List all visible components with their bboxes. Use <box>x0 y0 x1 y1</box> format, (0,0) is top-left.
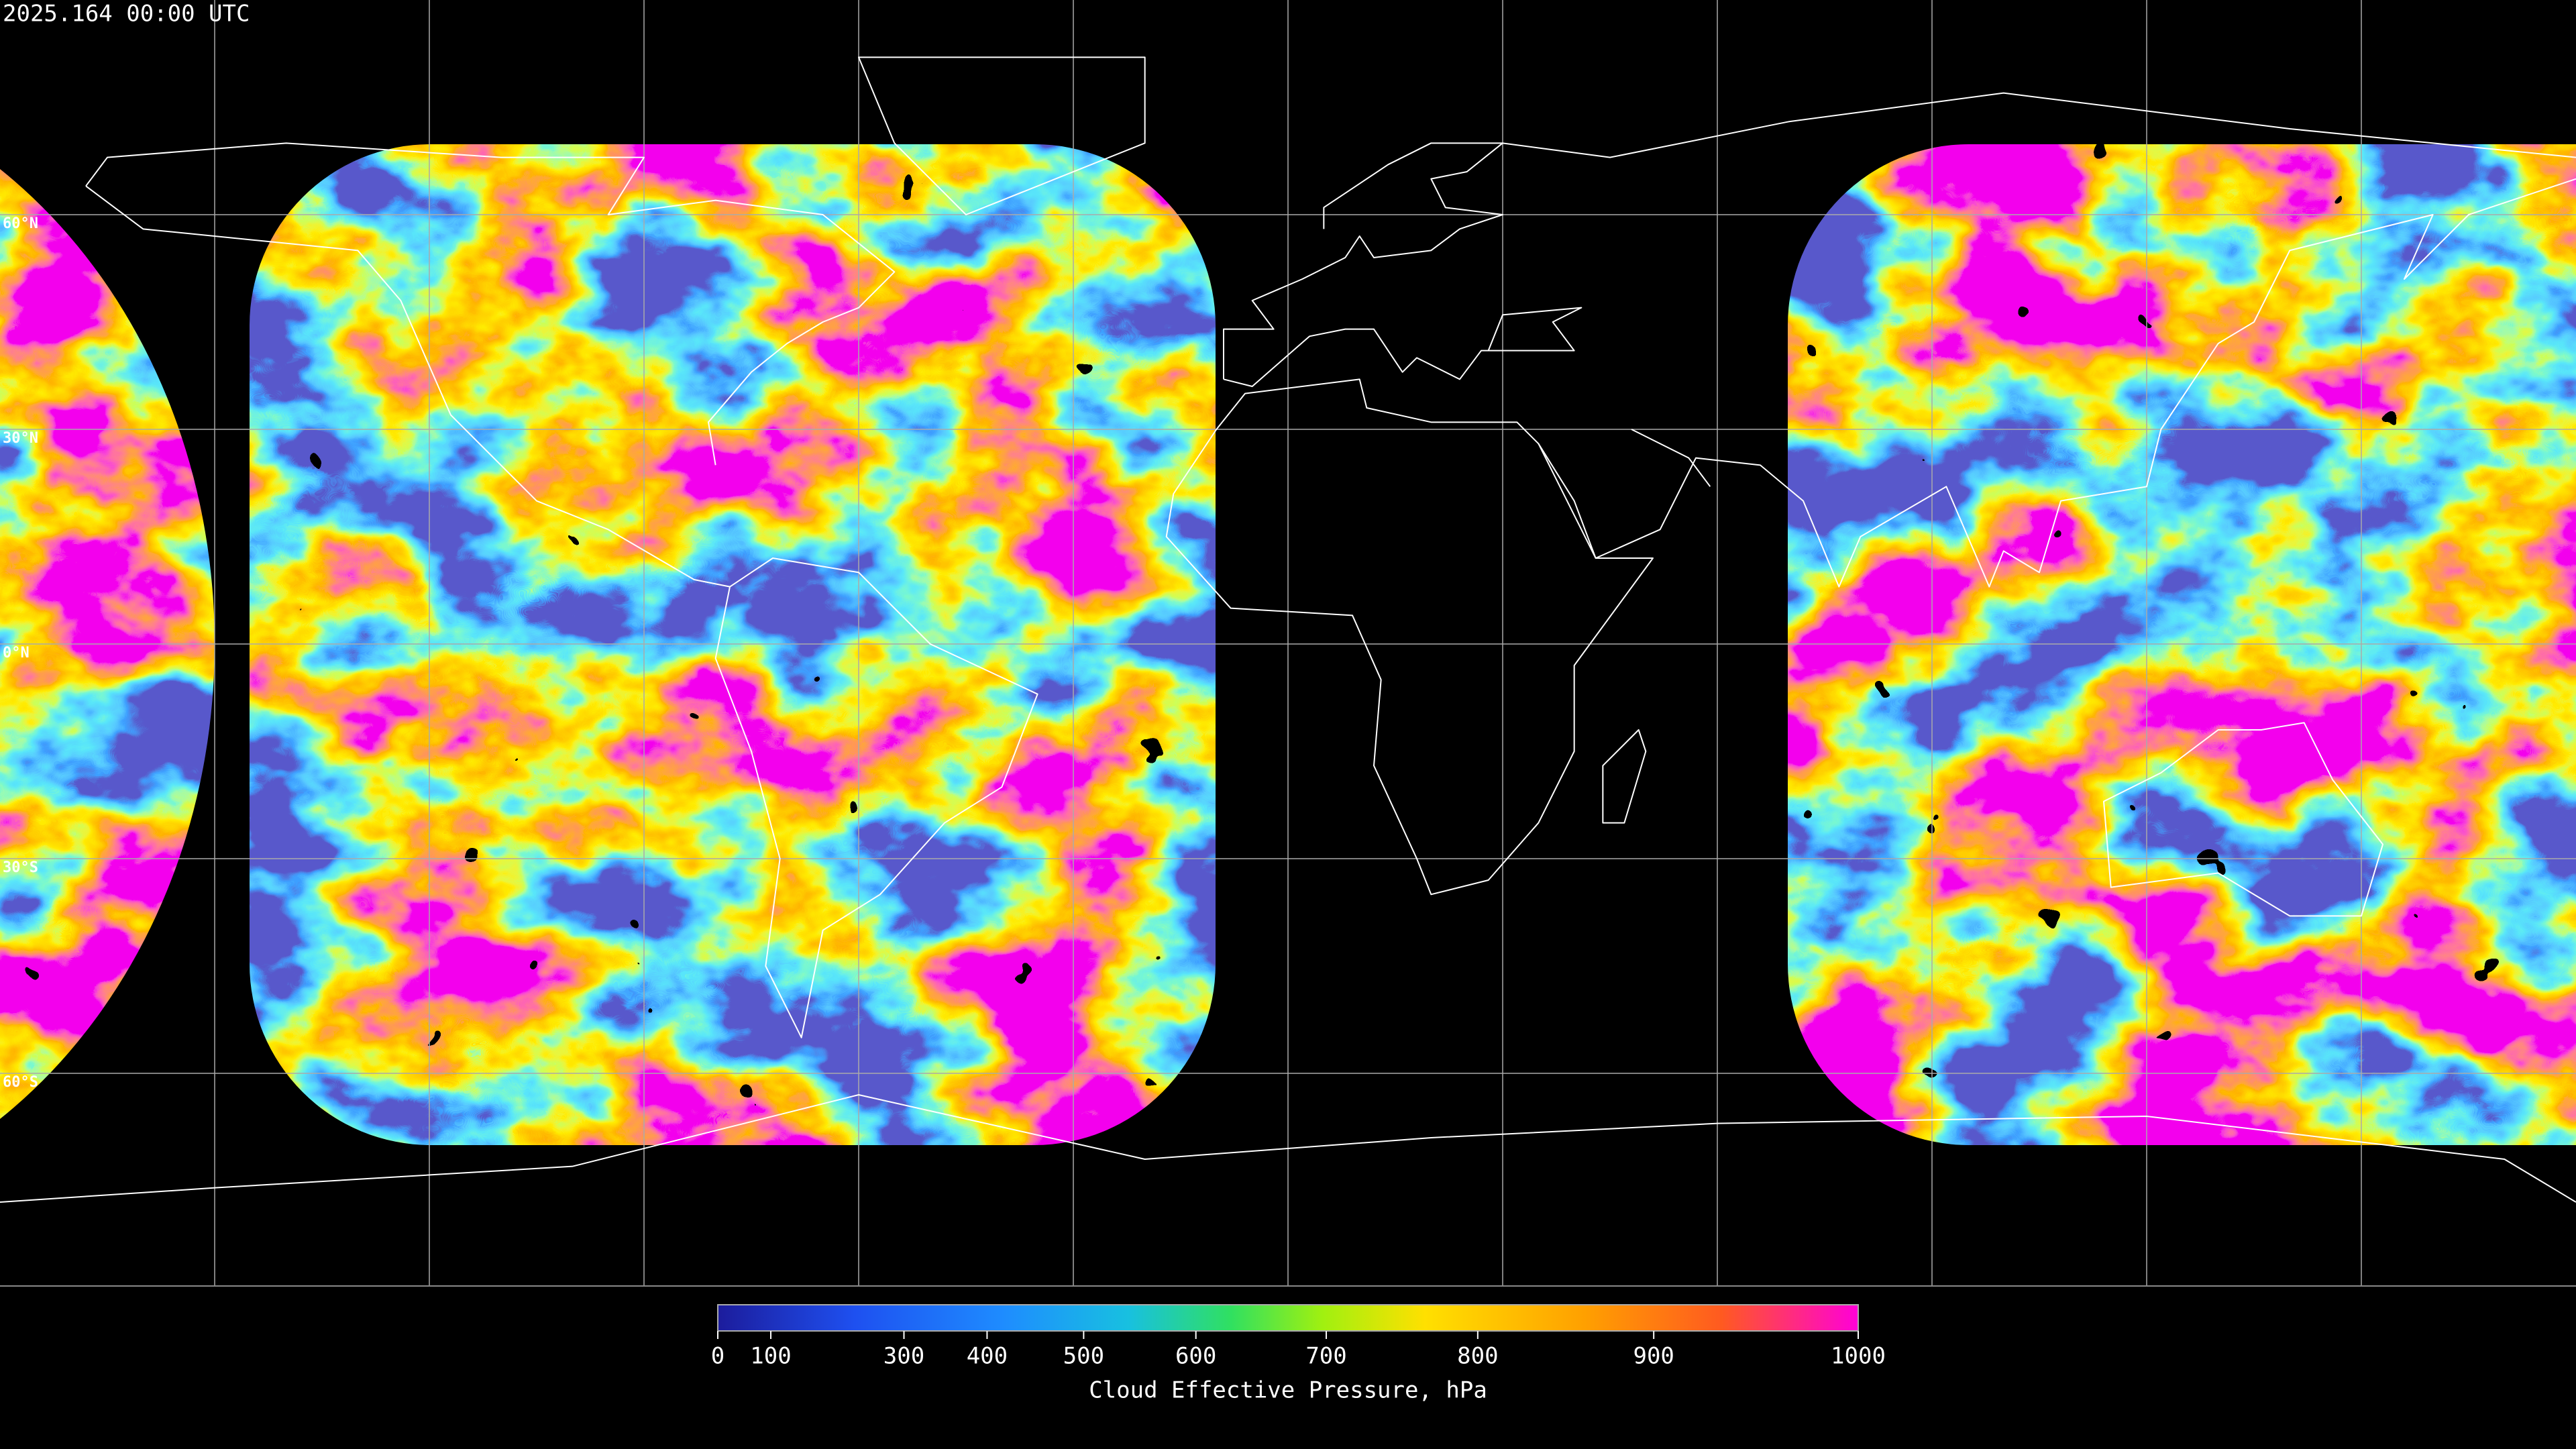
madagascar <box>1603 730 1646 823</box>
colorbar-tick-label: 600 <box>1175 1343 1216 1370</box>
asia <box>1503 93 2576 587</box>
lat-label: 30°S <box>3 859 38 876</box>
colorbar-tick-label: 800 <box>1457 1343 1498 1370</box>
graticule: 60°N 30°N 0°N 30°S 60°S <box>0 0 2576 1286</box>
coastlines <box>0 57 2576 1202</box>
colorbar: 0 100 300 400 500 600 700 800 900 1000 <box>711 1304 1886 1370</box>
lat-label: 60°S <box>3 1074 38 1091</box>
colorbar-tick-label: 300 <box>883 1343 924 1370</box>
colorbar-tick-label: 1000 <box>1831 1343 1886 1370</box>
lat-label: 30°N <box>3 430 38 447</box>
colorbar-ramp <box>717 1304 1859 1332</box>
colorbar-tick-label: 900 <box>1633 1343 1674 1370</box>
colorbar-tick-label: 0 <box>711 1343 724 1370</box>
greenland <box>859 57 1145 215</box>
antarctica <box>0 1095 2576 1202</box>
colorbar-title: Cloud Effective Pressure, hPa <box>1089 1377 1487 1404</box>
colorbar-tick-label: 100 <box>750 1343 791 1370</box>
africa <box>1167 379 1653 894</box>
colorbar-tick-label: 500 <box>1063 1343 1104 1370</box>
timestamp: 2025.164 00:00 UTC <box>3 1 250 28</box>
lat-label: 0°N <box>3 645 30 661</box>
australia <box>2104 722 2383 916</box>
south-america <box>716 558 1038 1038</box>
lat-label: 60°N <box>3 215 38 232</box>
colorbar-tick-label: 400 <box>967 1343 1008 1370</box>
north-america <box>86 143 894 586</box>
colorbar-tick-label: 700 <box>1305 1343 1346 1370</box>
europe <box>1224 143 1581 386</box>
